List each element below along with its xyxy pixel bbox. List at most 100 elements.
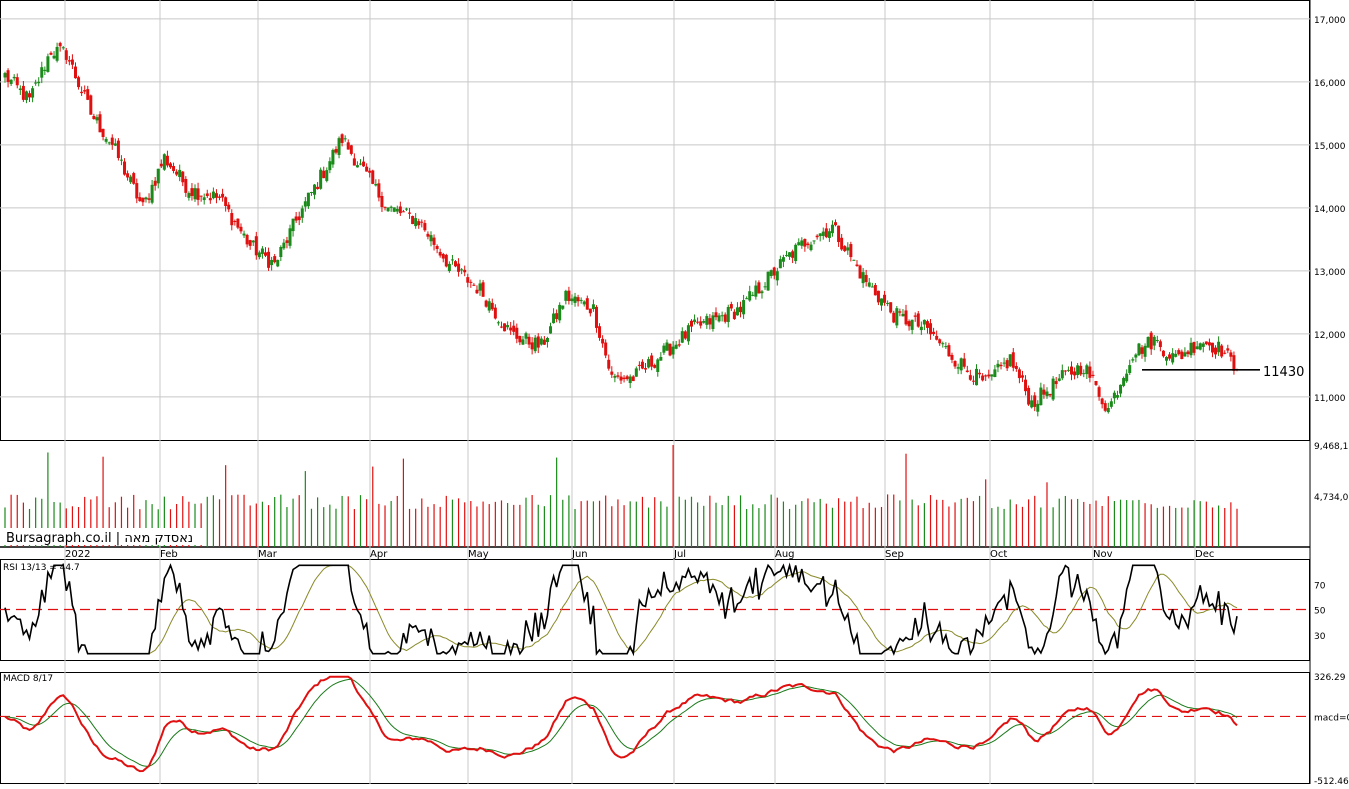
candle-body — [647, 359, 651, 368]
candle-body — [303, 201, 307, 207]
candle-body — [55, 46, 59, 61]
candle-body — [1091, 374, 1095, 377]
candle-body — [257, 252, 261, 258]
candle-body — [1155, 339, 1159, 341]
candle-body — [1198, 343, 1202, 350]
candle-body — [591, 304, 595, 310]
candle-body — [1115, 395, 1119, 398]
month-tick-label: May — [468, 549, 489, 560]
candle-body — [1045, 391, 1049, 397]
month-tick-label: Mar — [258, 549, 278, 560]
candle-body — [426, 233, 430, 237]
candle-body — [58, 42, 62, 47]
candle-body — [524, 333, 528, 339]
candle-body — [1008, 354, 1012, 367]
candle-body — [742, 300, 746, 315]
candle-body — [73, 66, 77, 79]
candle-body — [567, 290, 571, 301]
candle-body — [395, 208, 399, 212]
candle-body — [886, 302, 890, 304]
candle-body — [1232, 355, 1236, 371]
candle-body — [153, 180, 157, 186]
candle-body — [493, 307, 497, 319]
candle-body — [693, 319, 697, 323]
candle-body — [925, 321, 929, 328]
candle-body — [830, 224, 834, 234]
candle-body — [883, 294, 887, 303]
candle-body — [123, 161, 127, 175]
candle-body — [98, 114, 102, 133]
candle-body — [1220, 345, 1224, 357]
candle-body — [892, 312, 896, 323]
macd-tick-label: 326.29 — [1314, 673, 1346, 683]
candle-body — [1152, 336, 1156, 346]
candle-body — [683, 331, 687, 339]
candle-body — [929, 323, 933, 335]
candle-body — [996, 363, 1000, 368]
candle-body — [604, 342, 608, 356]
candle-body — [827, 231, 831, 238]
candle-body — [864, 274, 868, 283]
candle-body — [708, 318, 712, 325]
candle-body — [211, 191, 215, 199]
candle-body — [1011, 352, 1015, 368]
candle-body — [975, 368, 979, 386]
candle-body — [129, 176, 133, 183]
candle-body — [417, 221, 421, 226]
candle-body — [1223, 352, 1227, 354]
candle-body — [990, 374, 994, 377]
candle-body — [267, 251, 271, 268]
candle-body — [282, 242, 286, 249]
candle-body — [309, 192, 313, 194]
candle-body — [598, 326, 602, 338]
candle-body — [965, 370, 969, 373]
candle-body — [978, 372, 982, 375]
candle-body — [135, 183, 139, 199]
candle-body — [662, 345, 666, 353]
candle-body — [901, 313, 905, 317]
candle-body — [245, 234, 249, 245]
volume-tick-label: 4,734,06 — [1314, 493, 1349, 503]
candle-body — [1192, 341, 1196, 353]
candle-body — [1027, 387, 1031, 405]
candle-body — [506, 325, 510, 328]
candle-body — [999, 364, 1003, 367]
candle-body — [1109, 401, 1113, 407]
candle-body — [1195, 346, 1199, 350]
candle-body — [686, 325, 690, 342]
candle-body — [821, 231, 825, 236]
candle-body — [503, 323, 507, 332]
candle-body — [674, 344, 678, 349]
candle-body — [77, 77, 81, 88]
candle-body — [383, 206, 387, 208]
candle-body — [656, 359, 660, 372]
candle-body — [840, 237, 844, 250]
candle-body — [80, 91, 84, 94]
candle-body — [1161, 350, 1165, 357]
candle-body — [67, 60, 71, 62]
candle-body — [404, 208, 408, 210]
candle-body — [748, 291, 752, 301]
candle-body — [199, 195, 203, 197]
candle-body — [340, 134, 344, 143]
candle-body — [806, 243, 810, 246]
candle-body — [224, 197, 228, 207]
candle-body — [711, 315, 715, 329]
candle-body — [518, 335, 522, 343]
candle-body — [1165, 356, 1169, 361]
candle-body — [552, 313, 556, 324]
candle-body — [769, 270, 773, 276]
candle-body — [432, 237, 436, 245]
candle-body — [1210, 342, 1214, 353]
candle-body — [809, 244, 813, 251]
candle-body — [794, 244, 798, 262]
candle-body — [450, 259, 454, 261]
candle-body — [910, 319, 914, 330]
candle-body — [362, 161, 366, 167]
candle-body — [1125, 373, 1129, 382]
candle-body — [981, 375, 985, 381]
candle-body — [953, 360, 957, 367]
volume-tick-label: 9,468,13 — [1314, 442, 1349, 452]
candle-body — [1073, 371, 1077, 376]
candle-body — [1201, 343, 1205, 347]
